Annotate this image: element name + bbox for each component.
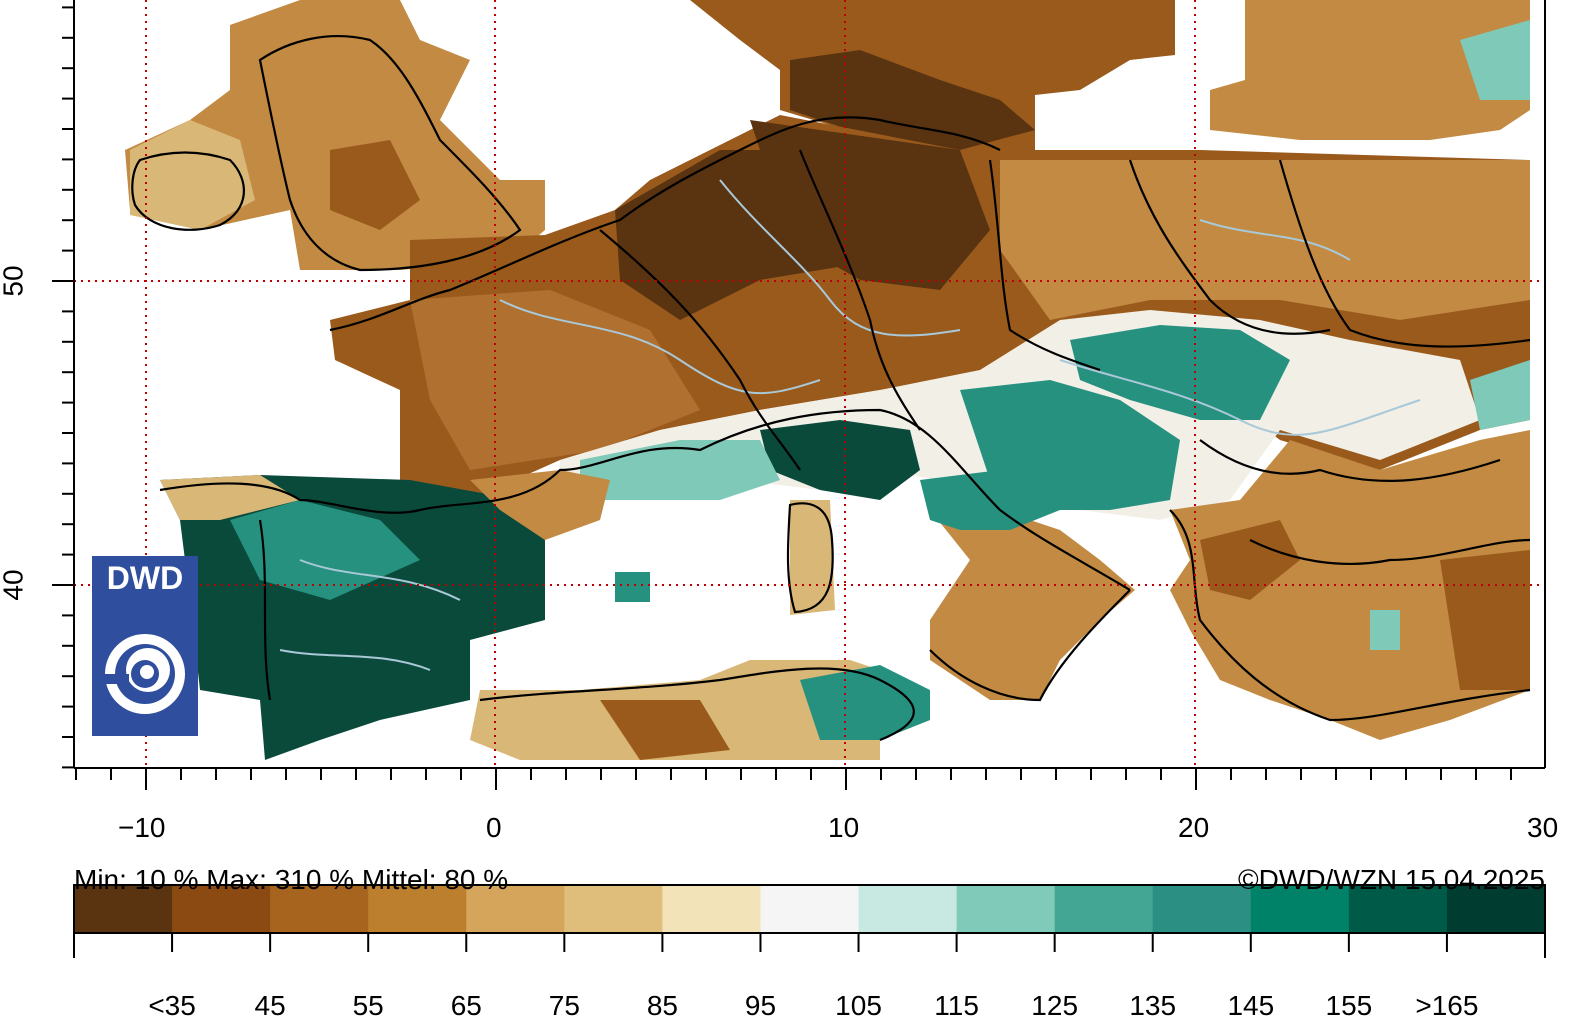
- x-tick-label: 20: [1178, 812, 1210, 843]
- rivers: [279, 179, 1421, 671]
- legend-label: 145: [1227, 990, 1275, 1021]
- region-africa-dark: [600, 700, 730, 760]
- region-east-north: [1210, 0, 1530, 140]
- coastline: [131, 151, 245, 231]
- region-uk-dark: [330, 140, 420, 230]
- region-hungary-wet: [1070, 325, 1290, 420]
- x-axis-ticks: [75, 768, 1512, 790]
- borders: [131, 34, 1531, 742]
- x-tick-label: 0: [486, 812, 502, 843]
- legend-swatch: [466, 885, 565, 933]
- region-ireland: [130, 120, 255, 230]
- region-baltic-wet: [1460, 20, 1530, 100]
- legend-label: 135: [1129, 990, 1177, 1021]
- x-tick-label: 30: [1527, 812, 1559, 843]
- x-tick-label: 10: [828, 812, 860, 843]
- legend-ticks: [73, 933, 1546, 958]
- legend-swatch: [1446, 885, 1546, 933]
- legend-swatch: [368, 885, 467, 933]
- border-line: [599, 229, 801, 471]
- region-turkey-dark: [1440, 550, 1530, 690]
- legend-label: 85: [646, 990, 678, 1021]
- river-line: [499, 299, 821, 395]
- region-germany-dark: [750, 120, 990, 290]
- legend-swatch: [74, 885, 173, 933]
- legend-swatch: [956, 885, 1056, 933]
- border-line: [1199, 439, 1501, 482]
- coastline: [786, 502, 834, 614]
- coastline: [329, 116, 1001, 332]
- legend-label: 45: [254, 990, 286, 1021]
- region-catalonia: [470, 470, 610, 540]
- y-tick-label: 50: [0, 265, 29, 297]
- legend-swatch: [1348, 885, 1448, 933]
- legend-swatch: [1152, 885, 1252, 933]
- coastline: [1169, 509, 1531, 722]
- region-balearic: [615, 572, 650, 602]
- legend-label: 55: [352, 990, 384, 1021]
- dwd-spiral-icon: [105, 634, 185, 714]
- legend-label: 155: [1325, 990, 1373, 1021]
- region-tunisia-wet: [800, 665, 930, 740]
- y-tick-label: 40: [0, 569, 29, 601]
- legend-label: 75: [548, 990, 580, 1021]
- legend-swatch: [1250, 885, 1350, 933]
- region-sardinia: [790, 500, 835, 615]
- border-line: [1249, 538, 1531, 565]
- legend-label: 105: [835, 990, 882, 1021]
- legend-swatch: [172, 885, 271, 933]
- region-aegean-wet: [1370, 610, 1400, 650]
- legend-label: <35: [148, 990, 196, 1021]
- legend-label: 65: [450, 990, 482, 1021]
- legend-swatch: [760, 885, 860, 933]
- x-tick-label: −10: [118, 812, 166, 843]
- legend-label: 95: [744, 990, 777, 1021]
- legend-labels: <35 45 55 65 75 85 95 105 115 125 135 145 155 >165: [0, 990, 1593, 1024]
- border-line: [1278, 159, 1531, 348]
- region-east-light: [1000, 160, 1530, 320]
- border-line: [988, 159, 1101, 372]
- map-statistics: Min: 10 % Max: 310 % Mittel: 80 %: [74, 864, 509, 895]
- region-italy: [930, 510, 1135, 700]
- legend-label: 115: [934, 990, 979, 1021]
- legend-swatch: [270, 885, 369, 933]
- legend-swatch: [564, 885, 663, 933]
- dwd-logo: DWD: [92, 556, 198, 736]
- coastline: [479, 667, 915, 742]
- copyright-date: ©DWD/WZN 15.04.2025: [1238, 864, 1545, 895]
- dwd-logo-text: DWD: [106, 560, 184, 596]
- map-field: [125, 0, 1530, 760]
- river-line: [1199, 219, 1351, 261]
- region-balkan-wet: [960, 380, 1180, 510]
- region-north-dark: [790, 50, 1035, 150]
- river-line: [719, 179, 961, 337]
- river-line: [299, 559, 461, 601]
- coastline: [258, 34, 522, 272]
- y-axis-ticks: [52, 6, 74, 769]
- coastline: [929, 589, 1131, 702]
- legend-swatch: [662, 885, 761, 933]
- border-line: [798, 149, 921, 431]
- river-line: [279, 649, 431, 671]
- coastline: [159, 408, 1131, 591]
- legend-swatch: [858, 885, 958, 933]
- border-line: [1128, 159, 1331, 335]
- border-line: [258, 519, 272, 701]
- grid-lines: [74, 0, 1545, 768]
- legend-frame: [73, 884, 1546, 934]
- legend-label: >165: [1415, 990, 1479, 1021]
- legend-colorbar: [74, 885, 1546, 933]
- region-po-wet: [760, 420, 920, 500]
- river-line: [1059, 359, 1421, 436]
- region-balkans-dark: [1200, 520, 1300, 600]
- legend-swatch: [1054, 885, 1154, 933]
- legend-label: 125: [1031, 990, 1079, 1021]
- region-greece-wet: [1470, 360, 1530, 430]
